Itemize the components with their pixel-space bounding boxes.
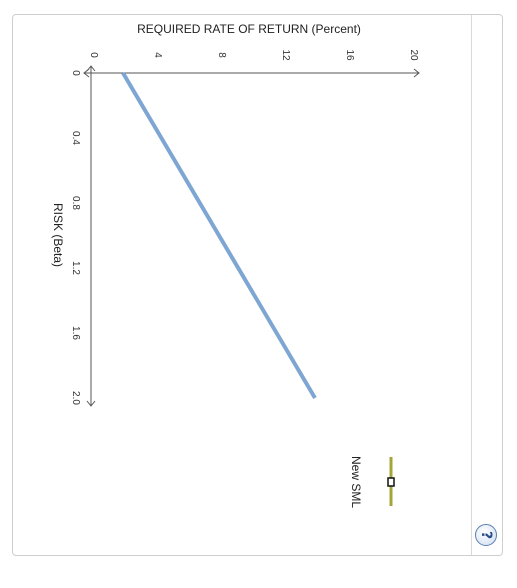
help-button[interactable]: ? bbox=[475, 524, 497, 546]
beta-tick-label: 0 bbox=[70, 70, 81, 76]
beta-axis-arrow-up bbox=[86, 65, 96, 72]
x-axis-label: RISK (Beta) bbox=[51, 203, 65, 267]
return-tick-label: 0 bbox=[88, 52, 99, 58]
sml-line bbox=[121, 71, 317, 400]
legend-new-sml-marker bbox=[387, 477, 395, 487]
beta-axis-arrow-down bbox=[86, 400, 96, 407]
chart-ticks: 0 4 8 12 16 20 0 0.4 0.8 1.2 1.6 2.0 bbox=[70, 49, 419, 405]
return-tick-label: 20 bbox=[408, 49, 419, 61]
beta-tick-label: 1.6 bbox=[70, 326, 81, 340]
chart-axes bbox=[83, 65, 420, 407]
chart-panel bbox=[12, 14, 503, 556]
legend-new-sml-label: New SML bbox=[349, 456, 363, 508]
y-axis-label: REQUIRED RATE OF RETURN (Percent) bbox=[137, 22, 361, 36]
beta-tick-label: 1.2 bbox=[70, 261, 81, 275]
beta-tick-label: 0.8 bbox=[70, 196, 81, 210]
legend: New SML bbox=[349, 456, 395, 508]
return-tick-label: 8 bbox=[216, 52, 227, 58]
return-axis-arrow-right bbox=[413, 68, 420, 78]
help-icon: ? bbox=[478, 530, 494, 540]
return-tick-label: 16 bbox=[344, 49, 355, 61]
chart-series bbox=[121, 71, 317, 400]
beta-tick-label: 0.4 bbox=[70, 131, 81, 145]
return-tick-label: 4 bbox=[152, 52, 163, 58]
beta-tick-label: 2.0 bbox=[70, 391, 81, 405]
side-divider bbox=[471, 15, 472, 555]
return-tick-label: 12 bbox=[280, 49, 291, 61]
